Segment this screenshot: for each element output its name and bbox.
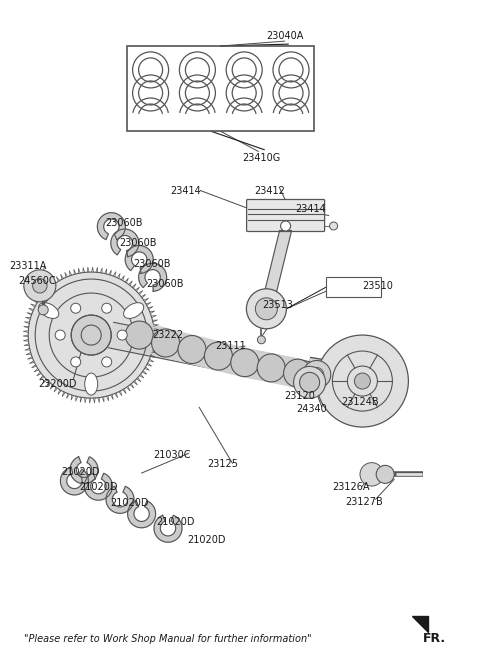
Text: 23311A: 23311A — [10, 261, 47, 271]
Circle shape — [102, 304, 112, 313]
Text: 23040A: 23040A — [266, 31, 304, 41]
Circle shape — [360, 463, 384, 486]
Text: 23126A: 23126A — [333, 482, 370, 493]
Circle shape — [152, 329, 180, 357]
Text: "Please refer to Work Shop Manual for further information": "Please refer to Work Shop Manual for fu… — [24, 633, 312, 644]
Polygon shape — [261, 231, 291, 309]
Circle shape — [354, 373, 371, 389]
Polygon shape — [111, 229, 139, 257]
Text: 23414: 23414 — [295, 204, 326, 214]
Circle shape — [71, 357, 81, 367]
Circle shape — [376, 465, 394, 484]
Circle shape — [204, 342, 232, 370]
Text: 21030C: 21030C — [154, 449, 191, 460]
Text: 24340: 24340 — [297, 404, 327, 415]
Ellipse shape — [39, 303, 59, 319]
Circle shape — [246, 289, 287, 328]
Circle shape — [300, 373, 320, 392]
Circle shape — [310, 367, 324, 382]
Text: 23120: 23120 — [284, 391, 315, 401]
Polygon shape — [70, 457, 98, 484]
Circle shape — [55, 330, 65, 340]
Text: 21020D: 21020D — [110, 497, 149, 508]
Ellipse shape — [84, 373, 98, 395]
Circle shape — [125, 321, 153, 349]
FancyBboxPatch shape — [247, 200, 324, 231]
Text: 23414: 23414 — [170, 185, 201, 196]
Circle shape — [316, 335, 408, 427]
Polygon shape — [128, 501, 156, 528]
Text: 23060B: 23060B — [106, 218, 143, 229]
Text: 24560C: 24560C — [18, 276, 56, 286]
Polygon shape — [125, 246, 153, 273]
Polygon shape — [162, 329, 195, 363]
Text: 23124B: 23124B — [341, 397, 378, 407]
Text: 21020D: 21020D — [79, 482, 118, 493]
Polygon shape — [268, 354, 300, 387]
Polygon shape — [215, 342, 248, 376]
Text: 23513: 23513 — [263, 300, 293, 310]
Text: 23222: 23222 — [153, 330, 184, 340]
Text: 23060B: 23060B — [119, 238, 156, 248]
Polygon shape — [97, 213, 125, 240]
Polygon shape — [139, 263, 167, 291]
Polygon shape — [154, 515, 182, 542]
Circle shape — [330, 222, 337, 230]
Text: 23127B: 23127B — [346, 497, 384, 507]
Polygon shape — [106, 486, 134, 513]
Circle shape — [71, 315, 111, 355]
Circle shape — [24, 270, 56, 302]
Text: 21020D: 21020D — [156, 517, 194, 528]
Ellipse shape — [123, 303, 144, 319]
Polygon shape — [135, 322, 169, 356]
Polygon shape — [242, 349, 274, 382]
Text: 23060B: 23060B — [133, 259, 171, 269]
Circle shape — [178, 336, 206, 363]
Circle shape — [38, 305, 48, 315]
Text: FR.: FR. — [422, 632, 445, 645]
Text: 23410G: 23410G — [242, 152, 281, 163]
Polygon shape — [28, 272, 154, 398]
Circle shape — [284, 359, 312, 387]
Circle shape — [231, 349, 259, 376]
Text: 23111: 23111 — [215, 341, 246, 351]
Text: 23412: 23412 — [254, 185, 285, 196]
Circle shape — [294, 367, 325, 398]
Circle shape — [71, 304, 81, 313]
Polygon shape — [189, 336, 222, 370]
Bar — [127, 46, 314, 131]
Text: 23125: 23125 — [207, 459, 239, 470]
Circle shape — [257, 354, 285, 382]
Text: 23510: 23510 — [362, 281, 393, 291]
Circle shape — [255, 298, 277, 320]
Polygon shape — [108, 323, 310, 387]
Text: 21020D: 21020D — [61, 466, 100, 477]
Circle shape — [33, 279, 47, 293]
Circle shape — [303, 361, 331, 388]
Circle shape — [117, 330, 127, 340]
Circle shape — [281, 221, 290, 231]
Text: 21020D: 21020D — [187, 535, 226, 545]
Circle shape — [257, 336, 265, 344]
Polygon shape — [84, 473, 112, 500]
Text: 23060B: 23060B — [146, 279, 184, 290]
Bar — [326, 277, 382, 297]
Text: 23200D: 23200D — [38, 379, 77, 390]
Polygon shape — [60, 467, 88, 495]
Circle shape — [102, 357, 112, 367]
Polygon shape — [412, 616, 428, 632]
